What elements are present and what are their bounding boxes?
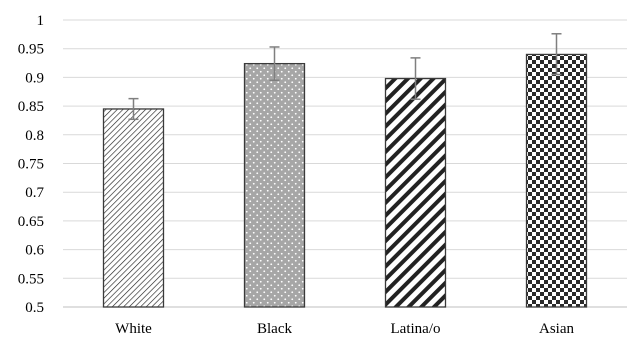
y-tick-label: 0.9: [25, 70, 44, 86]
y-tick-label: 0.55: [18, 271, 44, 287]
y-axis-tick-labels: 0.5 0.55 0.6 0.65 0.7 0.75 0.8 0.85 0.9 0.95 1: [18, 13, 45, 316]
y-tick-label: 0.7: [25, 185, 44, 201]
bar-white: [102, 108, 165, 308]
y-tick-label: 0.5: [25, 300, 44, 316]
y-tick-label: 0.75: [18, 157, 44, 173]
y-tick-label: 0.85: [18, 99, 44, 115]
error-bar: [269, 46, 280, 82]
x-category-label: Asian: [539, 321, 574, 337]
error-bar: [128, 97, 139, 121]
error-bar: [410, 57, 421, 100]
x-category-label: Latina/o: [391, 321, 441, 337]
y-tick-label: 0.95: [18, 42, 44, 58]
y-tick-label: 0.65: [18, 214, 44, 230]
error-bars: [128, 33, 562, 121]
y-tick-label: 1: [37, 13, 45, 29]
bar-black: [243, 62, 306, 308]
y-tick-label: 0.6: [25, 243, 44, 259]
bar-latina-o: [384, 77, 447, 308]
bar-asian: [525, 53, 588, 308]
x-category-label: White: [115, 321, 152, 337]
x-axis-category-labels: White Black Latina/o Asian: [115, 321, 574, 337]
y-tick-label: 0.8: [25, 128, 44, 144]
bars: [102, 53, 588, 308]
x-category-label: Black: [257, 321, 292, 337]
error-bar: [551, 33, 562, 76]
